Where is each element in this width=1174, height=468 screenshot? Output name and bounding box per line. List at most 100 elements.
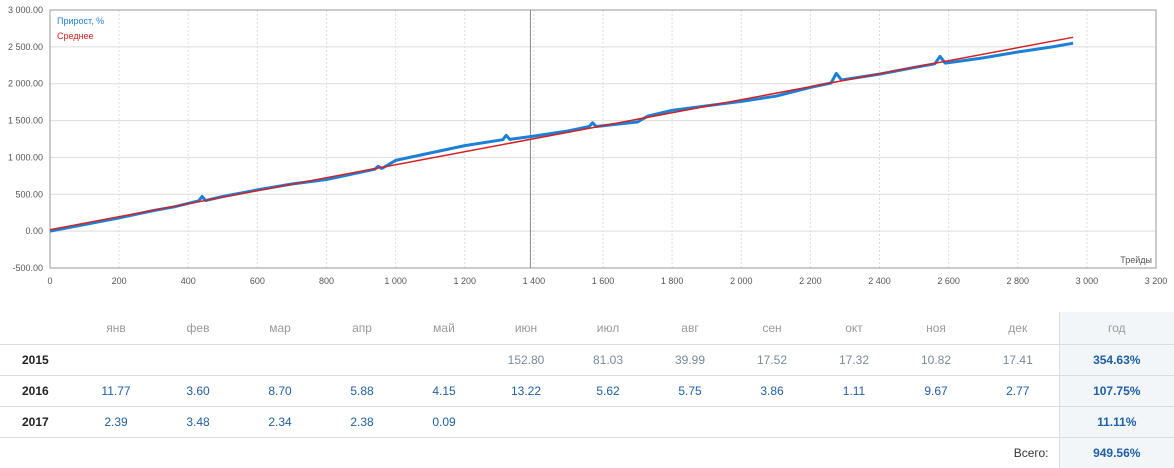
y-tick-label: 3 000.00 (8, 5, 43, 15)
month-value-cell: 9.67 (895, 376, 977, 407)
x-tick-label: 600 (250, 276, 265, 286)
chart-grid (50, 10, 1156, 268)
month-header: фев (157, 312, 239, 345)
x-tick-label: 2 600 (937, 276, 960, 286)
month-value-cell (321, 345, 403, 376)
month-value-cell: 39.99 (649, 345, 731, 376)
average-series-line (50, 37, 1073, 229)
month-value-cell: 8.70 (239, 376, 321, 407)
y-tick-label: 500.00 (15, 189, 43, 199)
month-header: янв (75, 312, 157, 345)
month-value-cell: 5.75 (649, 376, 731, 407)
y-tick-label: 2 000.00 (8, 79, 43, 89)
x-tick-label: 2 000 (730, 276, 753, 286)
total-row: Всего:949.56% (0, 438, 1174, 468)
month-value-cell (157, 345, 239, 376)
month-value-cell: 17.32 (813, 345, 895, 376)
month-value-cell: 5.88 (321, 376, 403, 407)
month-value-cell: 10.82 (895, 345, 977, 376)
x-tick-label: 1 000 (384, 276, 407, 286)
month-value-cell: 3.60 (157, 376, 239, 407)
growth-series-line (50, 43, 1073, 231)
corner-cell (0, 312, 75, 345)
month-header: авг (649, 312, 731, 345)
month-value-cell (895, 407, 977, 438)
month-header: ноя (895, 312, 977, 345)
year-label: 2016 (0, 376, 75, 407)
year-label: 2017 (0, 407, 75, 438)
month-value-cell: 3.48 (157, 407, 239, 438)
x-tick-label: 800 (319, 276, 334, 286)
month-value-cell: 17.52 (731, 345, 813, 376)
x-tick-label: 1 600 (592, 276, 615, 286)
y-tick-label: 1 000.00 (8, 152, 43, 162)
month-header: июл (567, 312, 649, 345)
x-axis-label: Трейды (1120, 255, 1152, 265)
month-value-cell: 3.86 (731, 376, 813, 407)
x-tick-label: 2 800 (1006, 276, 1029, 286)
month-value-cell (567, 407, 649, 438)
year-total-cell: 354.63% (1059, 345, 1174, 376)
chart-series (50, 37, 1073, 231)
month-value-cell: 2.77 (977, 376, 1059, 407)
month-value-cell: 1.11 (813, 376, 895, 407)
x-tick-label: 3 200 (1145, 276, 1168, 286)
total-label: Всего: (0, 438, 1059, 468)
x-axis-ticks: 0 200 400 600 800 1 000 1 200 1 400 1 600 1 800 2 … (47, 276, 1167, 286)
month-value-cell (813, 407, 895, 438)
x-tick-label: 2 400 (868, 276, 891, 286)
year-label: 2015 (0, 345, 75, 376)
month-value-cell: 5.62 (567, 376, 649, 407)
chart-legend: Прирост, % Среднее (57, 16, 104, 41)
legend-entry: Среднее (57, 31, 94, 41)
month-header: апр (321, 312, 403, 345)
grand-total-value: 949.56% (1059, 438, 1174, 468)
month-header: май (403, 312, 485, 345)
month-value-cell (649, 407, 731, 438)
month-value-cell (731, 407, 813, 438)
month-header: мар (239, 312, 321, 345)
month-header: июн (485, 312, 567, 345)
x-tick-label: 0 (47, 276, 52, 286)
month-value-cell: 152.80 (485, 345, 567, 376)
year-total-header: год (1059, 312, 1174, 345)
month-value-cell: 0.09 (403, 407, 485, 438)
y-tick-label: 1 500.00 (8, 116, 43, 126)
y-tick-label: 2 500.00 (8, 42, 43, 52)
month-value-cell: 2.34 (239, 407, 321, 438)
year-total-cell: 107.75% (1059, 376, 1174, 407)
month-value-cell: 2.38 (321, 407, 403, 438)
x-tick-label: 3 000 (1076, 276, 1099, 286)
month-value-cell (485, 407, 567, 438)
month-value-cell: 2.39 (75, 407, 157, 438)
x-tick-label: 1 400 (523, 276, 546, 286)
growth-chart: -500.00 0.00 500.00 1 000.00 1 500.00 2 000.0… (0, 0, 1174, 300)
month-value-cell: 4.15 (403, 376, 485, 407)
year-total-cell: 11.11% (1059, 407, 1174, 438)
month-header: дек (977, 312, 1059, 345)
x-tick-label: 200 (112, 276, 127, 286)
x-tick-label: 1 800 (661, 276, 684, 286)
x-tick-label: 400 (181, 276, 196, 286)
month-value-cell (403, 345, 485, 376)
month-header: сен (731, 312, 813, 345)
month-value-cell: 11.77 (75, 376, 157, 407)
legend-entry: Прирост, % (57, 16, 104, 26)
month-value-cell (75, 345, 157, 376)
y-tick-label: -500.00 (12, 263, 43, 273)
month-value-cell: 13.22 (485, 376, 567, 407)
x-tick-label: 2 200 (799, 276, 822, 286)
month-value-cell (977, 407, 1059, 438)
x-tick-label: 1 200 (453, 276, 476, 286)
y-axis-ticks: -500.00 0.00 500.00 1 000.00 1 500.00 2 000.0… (8, 5, 43, 273)
month-value-cell (239, 345, 321, 376)
month-value-cell: 17.41 (977, 345, 1059, 376)
month-header: окт (813, 312, 895, 345)
month-value-cell: 81.03 (567, 345, 649, 376)
y-tick-label: 0.00 (25, 226, 43, 236)
